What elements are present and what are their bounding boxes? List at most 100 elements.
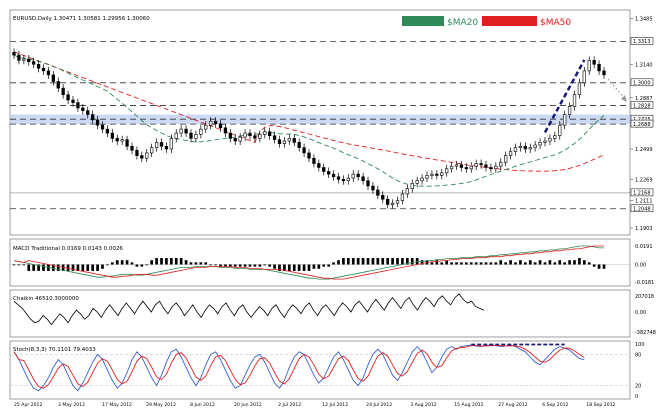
candle-down <box>322 167 326 172</box>
macd-hist-bar <box>356 258 360 265</box>
macd-hist-bar <box>484 262 488 265</box>
candle-up <box>445 168 449 174</box>
candle-up <box>572 94 577 107</box>
macd-hist-bar <box>514 262 517 265</box>
macd-hist-bar <box>499 260 503 265</box>
candle-down <box>32 61 36 65</box>
macd-hist-bar <box>563 262 567 265</box>
candle-up <box>415 180 419 184</box>
candle-down <box>17 54 21 61</box>
macd-hist-bar <box>381 258 385 265</box>
macd-hist-bar <box>297 264 301 271</box>
macd-hist-bar <box>140 264 144 267</box>
candle-up <box>504 155 508 163</box>
macd-hist-bar <box>199 262 203 265</box>
candle-down <box>435 173 439 176</box>
macd-signal-line <box>13 245 604 280</box>
macd-hist-bar <box>51 264 55 271</box>
x-tick-label: 25 Apr 2012 <box>14 402 42 408</box>
macd-hist-bar <box>420 260 424 265</box>
candle-down <box>233 138 237 142</box>
candle-down <box>189 132 193 139</box>
macd-hist-bar <box>445 260 449 265</box>
macd-hist-bar <box>371 258 375 265</box>
candle-up <box>430 173 434 176</box>
stoch-header: Stoch(8,3,3) 70.1101 79.4033 <box>13 347 96 353</box>
macd-hist-bar <box>248 264 252 267</box>
level-label: 1.2688 <box>633 122 651 128</box>
macd-hist-bar <box>283 264 286 271</box>
x-tick-label: 3 Aug 2012 <box>410 402 437 408</box>
candle-down <box>484 164 488 168</box>
macd-hist-bar <box>22 264 26 266</box>
macd-hist-bar <box>440 262 444 265</box>
x-tick-label: 12 Jul 2012 <box>322 402 348 408</box>
candle-up <box>582 70 586 84</box>
macd-hist-bar <box>435 260 439 265</box>
candle-down <box>91 114 95 121</box>
candle-up <box>425 175 429 179</box>
macd-hist-bar <box>32 264 36 271</box>
y-tick-label: 1.1903 <box>635 226 653 232</box>
macd-hist-bar <box>130 262 134 265</box>
candle-up <box>400 193 405 201</box>
level-label: 1.2168 <box>633 191 651 197</box>
candle-down <box>366 180 370 187</box>
candle-up <box>553 135 557 139</box>
candle-down <box>376 189 380 196</box>
macd-hist-bar <box>258 264 262 267</box>
candle-up <box>508 151 513 156</box>
stoch-y-tick-label: 20 <box>635 384 641 390</box>
macd-hist-bar <box>464 262 468 265</box>
candle-down <box>46 70 51 76</box>
macd-hist-bar <box>592 264 596 267</box>
macd-hist-bar <box>366 258 370 265</box>
macd-hist-bar <box>455 262 458 265</box>
candle-up <box>390 202 395 205</box>
level-label: 1.2828 <box>633 103 651 109</box>
candle-up <box>120 139 124 142</box>
candle-down <box>341 179 346 182</box>
candle-up <box>346 177 350 182</box>
candle-down <box>317 163 321 168</box>
macd-hist-bar <box>66 264 70 271</box>
candle-up <box>282 140 287 144</box>
macd-hist-bar <box>37 264 40 271</box>
candle-up <box>469 165 473 170</box>
macd-hist-bar <box>120 260 124 265</box>
candle-down <box>56 81 60 89</box>
macd-hist-bar <box>322 264 326 267</box>
projection-arrow <box>607 78 627 101</box>
candle-down <box>312 157 316 164</box>
candle-down <box>159 142 164 147</box>
stoch-panel <box>9 340 631 400</box>
macd-hist-bar <box>56 264 60 271</box>
candle-up <box>263 131 267 135</box>
candle-down <box>27 58 31 62</box>
macd-y-tick-label: -0.0181 <box>635 280 654 286</box>
candle-down <box>381 194 385 200</box>
candle-down <box>61 87 65 96</box>
candle-down <box>272 135 277 141</box>
macd-hist-bar <box>194 262 198 265</box>
candle-up <box>154 142 159 148</box>
macd-hist-bar <box>125 260 129 265</box>
x-tick-label: 29 May 2012 <box>146 402 176 408</box>
candle-down <box>95 119 100 126</box>
macd-hist-bar <box>474 262 478 265</box>
candle-up <box>194 134 198 139</box>
macd-hist-bar <box>312 264 316 269</box>
candle-down <box>602 70 606 76</box>
macd-hist-bar <box>219 264 222 267</box>
candle-up <box>405 188 409 195</box>
macd-hist-bar <box>573 260 576 265</box>
macd-hist-bar <box>278 264 281 271</box>
macd-hist-bar <box>268 264 272 267</box>
macd-hist-bar <box>568 260 571 265</box>
candle-up <box>587 60 591 72</box>
candle-up <box>258 134 262 139</box>
macd-hist-bar <box>405 258 409 265</box>
macd-hist-bar <box>174 258 178 265</box>
macd-hist-bar <box>469 262 473 265</box>
